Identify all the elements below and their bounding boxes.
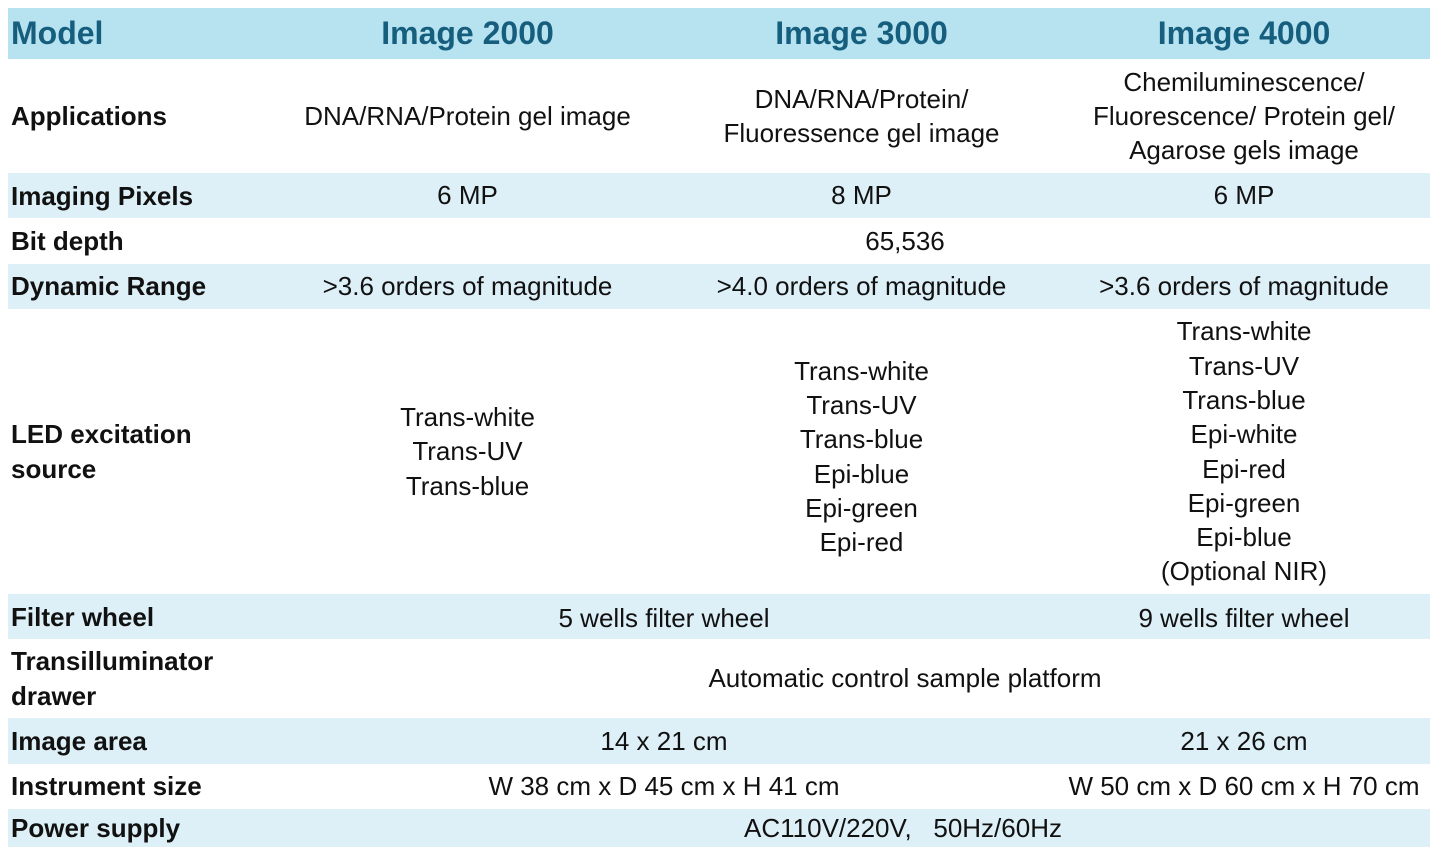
dynamic-range-row: Dynamic Range >3.6 orders of magnitude >…	[8, 264, 1430, 309]
applications-image2000: DNA/RNA/Protein gel image	[270, 59, 665, 173]
model-header-image2000: Image 2000	[381, 15, 554, 52]
led-source-item: Epi-red	[819, 527, 904, 558]
spec-comparison-table: Model Image 2000 Image 3000 Image 4000 A…	[8, 8, 1430, 847]
bit-depth-value: 65,536	[865, 225, 945, 256]
imaging-pixels-image4000: 6 MP	[1213, 180, 1275, 211]
bit-depth-row: Bit depth 65,536	[8, 218, 1430, 264]
led-source-item: Trans-UV	[1188, 350, 1300, 381]
led-source-item: Trans-white	[1176, 316, 1312, 347]
led-source-item: (Optional NIR)	[1160, 556, 1328, 587]
transilluminator-label-line: Transilluminator	[11, 646, 214, 677]
dynamic-range-image2000: >3.6 orders of magnitude	[322, 271, 613, 302]
model-header-image4000: Image 4000	[1157, 15, 1331, 52]
instrument-size-image4000: W 50 cm x D 60 cm x H 70 cm	[1068, 771, 1420, 802]
led-excitation-label-line: source	[11, 453, 97, 484]
applications-image4000-line: Fluorescence/ Protein gel/	[1092, 100, 1396, 131]
transilluminator-label: Transilluminator drawer	[8, 639, 270, 718]
filter-wheel-image4000: 9 wells filter wheel	[1138, 603, 1350, 634]
transilluminator-label-line: drawer	[11, 680, 97, 711]
led-source-item: Trans-blue	[405, 470, 530, 501]
instrument-size-image2000-3000: W 38 cm x D 45 cm x H 41 cm	[488, 771, 840, 802]
led-source-item: Epi-red	[1202, 453, 1286, 484]
power-supply-label: Power supply	[11, 812, 181, 843]
bit-depth-label: Bit depth	[11, 225, 124, 256]
applications-row: Applications DNA/RNA/Protein gel image D…	[8, 59, 1430, 173]
led-source-item: Trans-UV	[412, 436, 523, 467]
applications-image4000: Chemiluminescence/ Fluorescence/ Protein…	[1058, 59, 1430, 173]
header-row: Model Image 2000 Image 3000 Image 4000	[8, 8, 1430, 59]
transilluminator-row: Transilluminator drawer Automatic contro…	[8, 639, 1430, 718]
led-source-item: Epi-blue	[1196, 522, 1292, 553]
led-source-item: Epi-white	[1190, 419, 1298, 450]
applications-image3000-line: Fluoressence gel image	[723, 118, 1000, 148]
imaging-pixels-image3000: 8 MP	[831, 180, 892, 211]
applications-label: Applications	[11, 100, 168, 131]
instrument-size-row: Instrument size W 38 cm x D 45 cm x H 41…	[8, 764, 1430, 809]
led-excitation-label: LED excitation source	[8, 309, 270, 594]
filter-wheel-image2000-3000: 5 wells filter wheel	[558, 603, 770, 634]
dynamic-range-image3000: >4.0 orders of magnitude	[716, 271, 1007, 302]
dynamic-range-image4000: >3.6 orders of magnitude	[1099, 271, 1389, 302]
led-excitation-image4000: Trans-white Trans-UV Trans-blue Epi-whit…	[1058, 309, 1430, 594]
led-source-item: Trans-white	[400, 402, 535, 433]
imaging-pixels-label: Imaging Pixels	[11, 181, 194, 211]
applications-image2000-line: DNA/RNA/Protein gel image	[304, 100, 631, 131]
applications-image3000: DNA/RNA/Protein/ Fluoressence gel image	[665, 59, 1058, 173]
led-source-item: Trans-white	[794, 355, 929, 386]
model-header-label: Model	[11, 15, 104, 52]
image-area-label: Image area	[11, 725, 147, 756]
led-excitation-image2000: Trans-white Trans-UV Trans-blue	[270, 309, 665, 594]
dynamic-range-label: Dynamic Range	[11, 271, 207, 302]
transilluminator-value: Automatic control sample platform	[708, 663, 1102, 694]
led-source-item: Epi-green	[805, 492, 918, 523]
led-excitation-image3000: Trans-white Trans-UV Trans-blue Epi-blue…	[665, 309, 1058, 594]
filter-wheel-label: Filter wheel	[11, 602, 155, 632]
led-excitation-label-line: LED excitation	[11, 419, 192, 450]
led-source-item: Trans-UV	[806, 389, 917, 420]
led-source-item: Trans-blue	[799, 424, 924, 455]
applications-image4000-line: Chemiluminescence/	[1123, 66, 1365, 97]
model-header-image3000: Image 3000	[775, 15, 948, 52]
led-source-item: Trans-blue	[1182, 384, 1306, 415]
imaging-pixels-image2000: 6 MP	[437, 180, 498, 211]
applications-image3000-line: DNA/RNA/Protein/	[754, 83, 969, 114]
power-supply-row: Power supply AC110V/220V, 50Hz/60Hz	[8, 809, 1430, 847]
image-area-row: Image area 14 x 21 cm 21 x 26 cm	[8, 718, 1430, 764]
power-supply-value: AC110V/220V, 50Hz/60Hz	[744, 812, 1062, 843]
applications-image4000-line: Agarose gels image	[1129, 135, 1359, 166]
instrument-size-label: Instrument size	[11, 771, 202, 802]
led-source-item: Epi-blue	[813, 458, 910, 489]
led-excitation-row: LED excitation source Trans-white Trans-…	[8, 309, 1430, 594]
filter-wheel-row: Filter wheel 5 wells filter wheel 9 well…	[8, 594, 1430, 639]
image-area-image2000-3000: 14 x 21 cm	[600, 725, 728, 756]
image-area-image4000: 21 x 26 cm	[1180, 725, 1308, 756]
imaging-pixels-row: Imaging Pixels 6 MP 8 MP 6 MP	[8, 173, 1430, 218]
led-source-item: Epi-green	[1187, 487, 1301, 518]
